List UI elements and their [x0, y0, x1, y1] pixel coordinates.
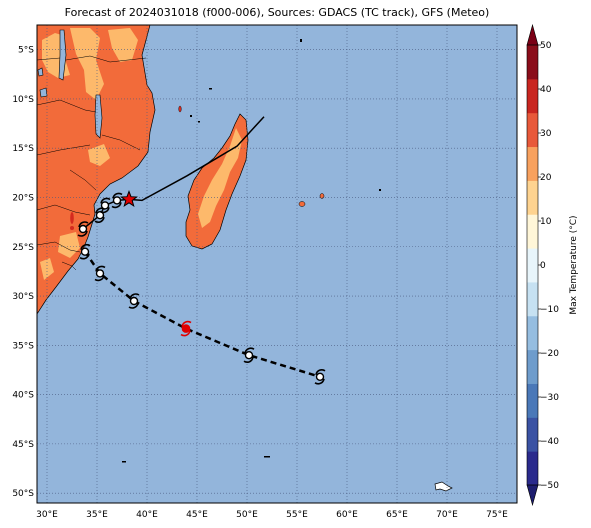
- colorbar-segment: [527, 248, 538, 283]
- colorbar-min-arrow: [526, 484, 539, 507]
- madagascar-warm-region: [198, 128, 242, 228]
- colorbar-tick-label: −40: [540, 437, 559, 447]
- map-frame: [36, 24, 518, 504]
- cyclone-icon: [94, 265, 106, 282]
- lat-tick-label: 30°S: [12, 292, 34, 302]
- island: [198, 121, 200, 123]
- lon-tick-label: 50°E: [236, 510, 258, 520]
- colorbar-segment: [527, 214, 538, 249]
- island: [190, 115, 192, 117]
- star-icon: [120, 189, 138, 208]
- colorbar-tick-label: 20: [540, 173, 552, 183]
- colorbar-tick-label: −30: [540, 393, 559, 403]
- lat-tick-label: 35°S: [12, 341, 34, 351]
- cyclone-icon: [79, 243, 91, 260]
- island: [122, 461, 126, 463]
- lake: [37, 67, 44, 77]
- cyclone-icon: [243, 347, 255, 363]
- colorbar-segment: [527, 349, 538, 384]
- lon-tick-label: 35°E: [86, 510, 108, 520]
- lon-tick-label: 40°E: [136, 510, 158, 520]
- lon-tick-label: 55°E: [286, 510, 308, 520]
- colorbar-tick-label: 50: [540, 41, 552, 51]
- lon-tick-label: 60°E: [336, 510, 358, 520]
- africa-warm-region: [88, 144, 110, 166]
- lon-tick-label: 30°E: [36, 510, 58, 520]
- colorbar-segment: [527, 78, 538, 114]
- lat-tick-label: 50°S: [12, 489, 34, 499]
- latitude-ticks: 5°S 10°S 15°S 20°S 25°S 30°S 35°S 40°S 45°S 50°S: [12, 46, 34, 500]
- cyclone-icon: [77, 221, 89, 237]
- colorbar-segment: [527, 417, 538, 452]
- lon-tick-label: 45°E: [186, 510, 208, 520]
- colorbar-segment: [527, 451, 538, 486]
- cyclone-icon: [99, 197, 111, 214]
- africa-warm-region: [70, 28, 104, 100]
- lake: [39, 87, 48, 98]
- lat-tick-label: 5°S: [18, 46, 34, 56]
- lat-tick-label: 40°S: [12, 391, 34, 401]
- colorbar-max-arrow: [526, 23, 539, 46]
- reunion-island: [298, 201, 306, 207]
- colorbar-segment: [527, 146, 538, 181]
- colorbar-tick-label: 40: [540, 85, 552, 95]
- lat-tick-label: 10°S: [12, 95, 34, 105]
- colorbar-tick-label: 10: [540, 217, 552, 227]
- longitude-ticks: 30°E 35°E 40°E 45°E 50°E 55°E 60°E 65°E 70°E 75°E: [36, 510, 508, 520]
- cyclone-icon: [180, 320, 192, 337]
- lon-tick-label: 65°E: [386, 510, 408, 520]
- map-title: Forecast of 2024031018 (f000-006), Sourc…: [64, 6, 490, 19]
- lat-tick-label: 20°S: [12, 193, 34, 203]
- lat-tick-label: 15°S: [12, 144, 34, 154]
- hotspot: [70, 212, 74, 224]
- colorbar-tick-label: −50: [540, 481, 559, 491]
- island: [209, 88, 212, 90]
- colorbar-tick-label: 0: [540, 261, 546, 271]
- island: [264, 456, 270, 458]
- island: [300, 39, 302, 42]
- colorbar-tick-label: −10: [540, 305, 559, 315]
- island: [379, 189, 381, 191]
- colorbar-segment: [527, 112, 538, 148]
- lon-tick-label: 75°E: [486, 510, 508, 520]
- colorbar-segment: [527, 315, 538, 351]
- kerguelen-islands: [434, 481, 453, 492]
- lake-tanganyika: [58, 29, 67, 81]
- forecast-track: [83, 250, 321, 378]
- lat-tick-label: 45°S: [12, 440, 34, 450]
- colorbar-tick-label: 30: [540, 129, 552, 139]
- colorbar-segment: [527, 281, 538, 317]
- africa-warm-region: [58, 232, 80, 258]
- colorbar-segment: [527, 45, 538, 80]
- cyclone-icon: [111, 192, 123, 209]
- gridlines: [37, 25, 517, 503]
- colorbar-segment: [527, 383, 538, 418]
- comoros-island: [178, 105, 182, 113]
- colorbar-label: Max Temperature (°C): [569, 215, 579, 314]
- cyclone-icon: [128, 293, 140, 309]
- colorbar: 50 40 30 20 10 0 −10 −20 −30 −40 −50: [526, 23, 559, 507]
- africa-warm-region: [108, 28, 138, 62]
- cyclone-icon: [314, 369, 326, 385]
- storm-markers: [77, 192, 326, 385]
- colorbar-segment: [527, 180, 538, 215]
- country-borders: [37, 55, 147, 271]
- hotspot: [70, 226, 74, 230]
- colorbar-tick-label: −20: [540, 349, 559, 359]
- lon-tick-label: 70°E: [436, 510, 458, 520]
- lat-tick-label: 25°S: [12, 243, 34, 253]
